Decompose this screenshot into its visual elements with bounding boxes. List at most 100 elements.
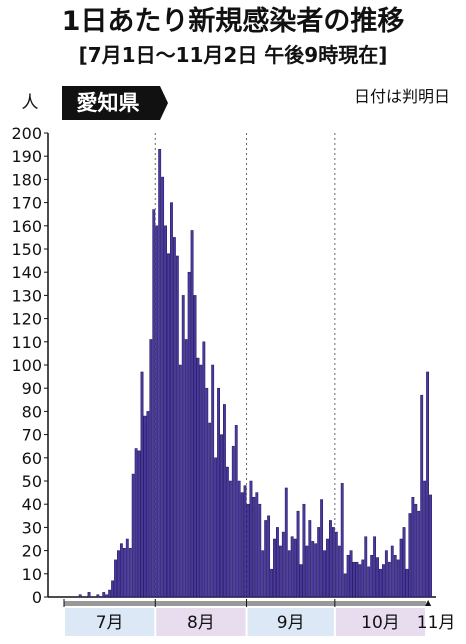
bar [420, 394, 424, 598]
bar [296, 510, 300, 598]
bar [140, 371, 144, 598]
bar [314, 543, 318, 598]
y-tick-label: 180 [11, 170, 42, 189]
bar [246, 503, 250, 598]
bar [411, 496, 415, 598]
y-tick-label: 0 [32, 588, 42, 607]
month-label: 11月 [417, 613, 456, 633]
bar [426, 371, 430, 598]
y-tick-label: 100 [11, 356, 42, 375]
bar [367, 566, 371, 598]
note: 日付は判明日 [354, 87, 450, 106]
bar [225, 466, 229, 598]
bar [390, 545, 394, 598]
month-bar [246, 601, 335, 606]
bar [264, 520, 268, 598]
bar [111, 580, 114, 598]
month-label: 10月 [361, 613, 400, 633]
bar [223, 404, 226, 598]
bar [387, 561, 391, 598]
bar [382, 564, 385, 598]
bar [114, 559, 117, 598]
bar [172, 237, 176, 598]
bar [349, 550, 353, 598]
bar [281, 531, 285, 598]
y-tick-label: 170 [11, 194, 42, 213]
bar [373, 536, 377, 598]
month-band [65, 608, 155, 636]
bar [293, 538, 297, 598]
bar [414, 503, 418, 598]
bar [190, 230, 194, 598]
bar [287, 550, 291, 598]
bar [205, 387, 209, 598]
y-unit: 人 [22, 93, 39, 113]
bar [184, 339, 188, 598]
y-tick-label: 60 [22, 449, 42, 468]
bar [299, 564, 303, 598]
bar [193, 295, 197, 598]
bar [393, 554, 397, 598]
bar [240, 492, 244, 598]
bar [267, 515, 271, 598]
bar [155, 225, 159, 598]
bar [108, 589, 112, 598]
bar [228, 480, 232, 598]
bar [237, 480, 241, 598]
bar [261, 550, 265, 598]
bar [164, 225, 167, 598]
bar [305, 545, 309, 598]
bar [119, 543, 123, 598]
y-tick-label: 110 [11, 333, 42, 352]
bar [429, 494, 432, 598]
bar [117, 550, 120, 598]
month-bar [155, 601, 247, 606]
bar [161, 176, 165, 598]
bar [278, 545, 282, 598]
bar [199, 364, 203, 598]
bar [358, 564, 362, 598]
bar [102, 592, 106, 598]
bar [152, 209, 156, 598]
bar [87, 592, 91, 598]
bar [331, 527, 335, 598]
bar [364, 536, 368, 598]
region-badge [62, 86, 168, 120]
bar [78, 594, 82, 598]
bar [105, 594, 109, 598]
y-tick-label: 30 [22, 518, 42, 537]
bar [181, 295, 185, 598]
bar [170, 202, 173, 598]
bar [417, 510, 421, 598]
bar [308, 520, 312, 598]
bar [178, 364, 182, 598]
bar [202, 341, 206, 598]
bar [255, 492, 259, 598]
bar [167, 253, 170, 598]
region-label: 愛知県 [77, 91, 140, 115]
bar [352, 561, 356, 598]
bar [399, 538, 403, 598]
bar [370, 554, 374, 598]
bar [379, 568, 382, 598]
bar [211, 364, 215, 598]
bar [143, 415, 147, 598]
y-tick-label: 140 [11, 263, 42, 282]
chart-title: 1日あたり新規感染者の推移 [62, 5, 405, 37]
bar [158, 148, 162, 598]
bar [355, 561, 359, 598]
month-band [247, 608, 334, 636]
bar [337, 545, 341, 598]
y-tick-label: 90 [22, 379, 42, 398]
y-tick-label: 120 [11, 310, 42, 329]
bar [343, 573, 347, 598]
bar [234, 425, 238, 598]
bar [323, 550, 326, 598]
bar [376, 557, 379, 598]
bar [96, 594, 100, 598]
bar [361, 559, 365, 598]
bar [252, 496, 256, 598]
month-bar [334, 601, 427, 606]
bar [149, 339, 153, 598]
